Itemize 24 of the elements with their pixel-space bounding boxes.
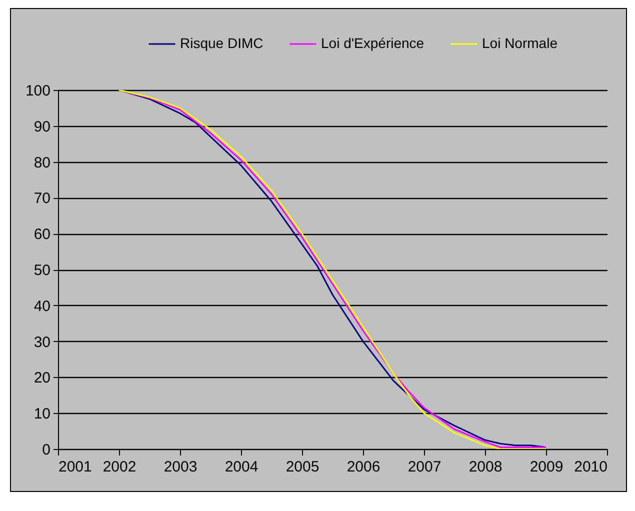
x-tick-label: 2009 [530,458,564,476]
y-tick-label: 0 [42,442,50,458]
legend-label: Loi Normale [482,35,558,51]
x-tick-label: 2005 [286,458,320,476]
x-tick-label: 2001 [58,458,92,476]
x-tick-label: 2002 [102,458,136,476]
y-tick-label: 60 [34,226,50,244]
y-tick-label: 90 [34,118,50,136]
y-tick-label: 20 [34,370,50,387]
x-tick-label: 2010 [574,458,608,476]
y-tick-label: 50 [34,262,50,279]
y-tick-label: 30 [34,334,50,351]
x-tick-label: 2008 [468,458,502,476]
y-tick-label: 10 [34,406,50,423]
legend-label: Loi d'Expérience [321,35,424,51]
x-tick-label: 2003 [164,458,198,476]
legend-label: Risque DIMC [180,35,264,51]
y-tick-label: 70 [34,190,50,208]
x-tick-label: 2007 [408,458,442,476]
x-tick-label: 2004 [224,458,258,476]
y-tick-label: 100 [25,82,50,100]
y-tick-label: 40 [34,298,50,315]
x-tick-label: 2006 [346,458,380,476]
y-tick-label: 80 [34,154,50,172]
